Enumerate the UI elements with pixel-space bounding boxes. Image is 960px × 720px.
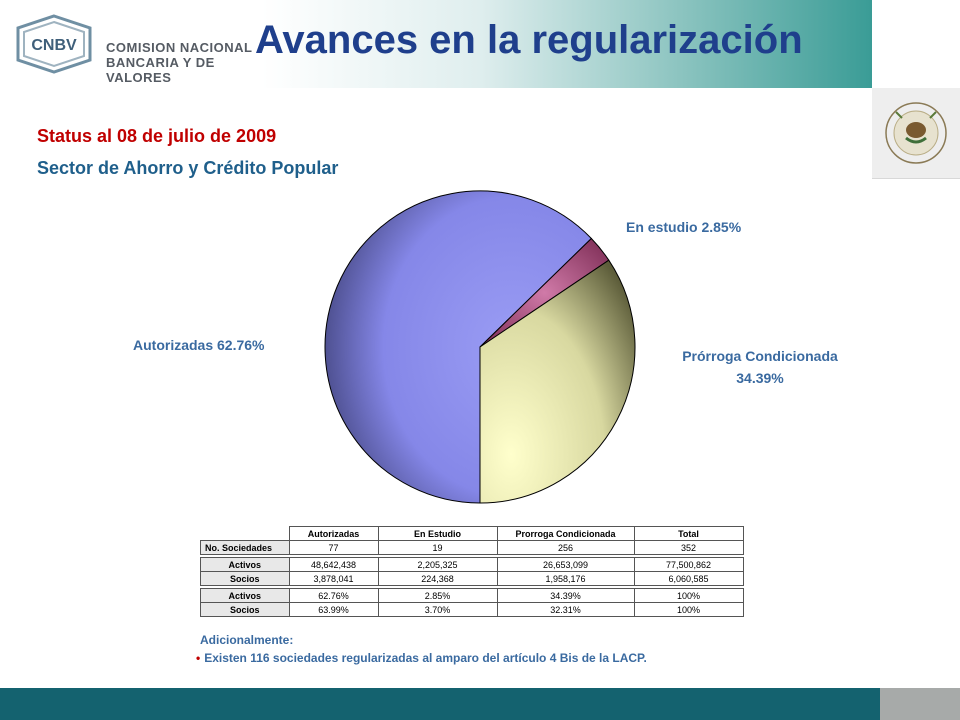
row-label: No. Sociedades — [200, 540, 290, 555]
table-cell: 3,878,041 — [288, 571, 379, 586]
row-label: Socios — [200, 571, 290, 586]
table-row: No. Sociedades 77 19 256 352 — [200, 540, 744, 555]
pie-label-autorizadas: Autorizadas 62.76% — [133, 337, 265, 353]
table-cell: 77 — [288, 540, 379, 555]
pie-label-prorroga-name: Prórroga Condicionada — [682, 348, 838, 364]
logo-name-line2: BANCARIA Y DE VALORES — [106, 55, 215, 85]
cnbv-logo-icon: CNBV — [16, 14, 92, 74]
row-label: Activos — [200, 557, 290, 572]
bullet-icon: • — [196, 651, 201, 665]
note-title: Adicionalmente: — [200, 633, 294, 647]
table-cell: 77,500,862 — [633, 557, 744, 572]
pie-slice-autorizadas — [324, 190, 593, 504]
table-header-en-estudio: En Estudio — [377, 526, 498, 541]
table-cell: 1,958,176 — [496, 571, 635, 586]
table-row: Socios 63.99% 3.70% 32.31% 100% — [200, 602, 744, 617]
mexico-seal — [872, 88, 960, 179]
footer-band — [0, 688, 880, 720]
logo-name: COMISION NACIONAL BANCARIA Y DE VALORES — [106, 40, 254, 85]
logo-abbr: CNBV — [31, 37, 77, 54]
table-header-total: Total — [633, 526, 744, 541]
table-header-prorroga: Prorroga Condicionada — [496, 526, 635, 541]
table-cell: 19 — [377, 540, 498, 555]
pie-label-prorroga: Prórroga Condicionada 34.39% — [662, 345, 858, 389]
table-header-autorizadas: Autorizadas — [288, 526, 379, 541]
row-label: Activos — [200, 588, 290, 603]
table-cell: 2,205,325 — [377, 557, 498, 572]
table-cell: 256 — [496, 540, 635, 555]
row-label: Socios — [200, 602, 290, 617]
mexico-seal-icon — [885, 102, 947, 164]
pie-label-en-estudio: En estudio 2.85% — [626, 219, 742, 235]
table-cell: 2.85% — [377, 588, 498, 603]
table-row: Socios 3,878,041 224,368 1,958,176 6,060… — [200, 571, 744, 586]
pie-label-prorroga-value: 34.39% — [736, 370, 784, 386]
footer-right-block — [880, 688, 960, 720]
table-cell: 63.99% — [288, 602, 379, 617]
logo-name-line1: COMISION NACIONAL — [106, 40, 253, 55]
summary-table: Autorizadas En Estudio Prorroga Condicio… — [200, 526, 744, 617]
note-item: • Existen 116 sociedades regularizadas al… — [196, 651, 647, 665]
header-band — [0, 0, 872, 88]
table-cell: 32.31% — [496, 602, 635, 617]
table-cell: 3.70% — [377, 602, 498, 617]
table-cell: 100% — [633, 588, 744, 603]
table-header-row: Autorizadas En Estudio Prorroga Condicio… — [200, 526, 744, 541]
table-cell: 352 — [633, 540, 744, 555]
table-cell: 6,060,585 — [633, 571, 744, 586]
table-cell: 100% — [633, 602, 744, 617]
header-right-panel — [872, 0, 960, 88]
table-cell: 62.76% — [288, 588, 379, 603]
note-item-text: Existen 116 sociedades regularizadas al … — [204, 651, 647, 665]
status-date: Status al 08 de julio de 2009 — [37, 126, 277, 146]
table-cell: 26,653,099 — [496, 557, 635, 572]
pie-slice-prorroga — [479, 259, 636, 504]
page-title: Avances en la regularización — [255, 18, 803, 62]
table-cell: 48,642,438 — [288, 557, 379, 572]
table-cell: 224,368 — [377, 571, 498, 586]
table-row: Activos 48,642,438 2,205,325 26,653,099 … — [200, 557, 744, 572]
sector-title: Sector de Ahorro y Crédito Popular — [37, 158, 339, 178]
cnbv-logo: CNBV COMISION NACIONAL BANCARIA Y DE VAL… — [14, 14, 254, 85]
table-row: Activos 62.76% 2.85% 34.39% 100% — [200, 588, 744, 603]
table-cell: 34.39% — [496, 588, 635, 603]
table-header-corner — [200, 526, 289, 541]
